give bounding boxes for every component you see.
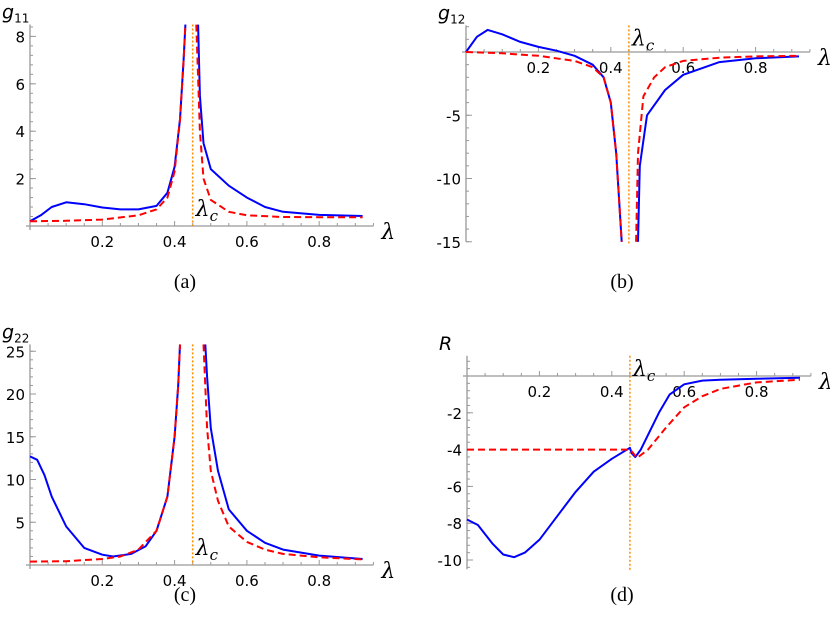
critical-label-main: λ	[195, 536, 210, 561]
y-tick-label: 15	[6, 429, 25, 447]
solid-series-line	[197, 24, 363, 217]
x-tick-label: 0.8	[744, 59, 768, 77]
x-axis-label: λ	[380, 559, 395, 584]
x-tick-label: 0.2	[526, 59, 550, 77]
y-tick-label: 8	[15, 28, 25, 46]
panel-label: (d)	[610, 584, 633, 606]
x-tick-label: 0.8	[745, 383, 769, 401]
x-tick-label: 0.4	[600, 383, 624, 401]
x-tick-label: 0.4	[599, 59, 623, 77]
y-axis-label-main: g	[438, 2, 450, 24]
y-tick-label: 25	[6, 343, 25, 361]
y-tick-label: -10	[437, 171, 462, 189]
x-tick-label: 0.2	[527, 383, 551, 401]
dashed-series-line	[202, 344, 363, 561]
critical-label-main: λ	[632, 357, 647, 382]
panel-label: (c)	[174, 584, 196, 606]
y-axis-label: g12	[438, 2, 465, 26]
y-tick-label: 5	[15, 514, 25, 532]
y-tick-label: -15	[437, 234, 462, 252]
critical-label-sub: c	[646, 36, 655, 54]
panel-label: (a)	[174, 271, 196, 293]
y-axis-label-main: g	[2, 321, 14, 343]
critical-label-main: λ	[631, 26, 646, 51]
x-tick-label: 0.2	[90, 233, 114, 251]
solid-series-line	[466, 376, 801, 559]
dashed-series-line	[465, 51, 623, 242]
critical-label-sub: c	[210, 546, 219, 564]
y-tick-label: 6	[15, 76, 25, 94]
y-axis-label: g22	[2, 321, 29, 345]
y-axis-label-sub: 22	[14, 331, 29, 345]
y-tick-label: 10	[6, 472, 25, 490]
x-tick-label: 0.6	[672, 383, 696, 401]
critical-label-main: λ	[195, 197, 210, 222]
dashed-series-line	[195, 24, 363, 219]
solid-series-line	[29, 344, 181, 558]
y-tick-label: -4	[447, 442, 462, 460]
y-axis-label: R	[439, 333, 452, 355]
x-axis-label: λ	[817, 46, 830, 71]
panel-b: -5-10-150.20.40.60.8g12λλc(b)	[437, 2, 830, 293]
panel-d: -2-4-6-8-100.20.40.60.8Rλλc(d)	[438, 333, 830, 606]
solid-series-line	[637, 55, 800, 242]
y-tick-label: 4	[15, 123, 25, 141]
dashed-series-line	[635, 54, 800, 242]
y-axis-label-main: R	[439, 333, 452, 355]
y-tick-label: -6	[447, 478, 462, 496]
x-tick-label: 0.6	[235, 233, 259, 251]
x-tick-label: 0.8	[307, 233, 331, 251]
panel-label: (b)	[610, 271, 633, 293]
x-axis-label: λ	[818, 370, 830, 395]
critical-label: λc	[195, 197, 219, 225]
y-axis-label-sub: 12	[450, 12, 465, 26]
dashed-series-line	[29, 24, 187, 223]
x-tick-label: 0.6	[235, 572, 259, 590]
y-tick-label: -10	[438, 552, 463, 570]
x-tick-label: 0.4	[163, 572, 187, 590]
critical-label-sub: c	[210, 207, 219, 225]
y-axis-label: g11	[2, 2, 29, 26]
y-tick-label: -5	[446, 107, 461, 125]
y-tick-label: 20	[6, 386, 25, 404]
dashed-series-line	[29, 344, 181, 563]
x-tick-label: 0.8	[307, 572, 331, 590]
x-axis-label: λ	[380, 220, 395, 245]
critical-label-sub: c	[647, 367, 656, 385]
critical-label: λc	[632, 357, 656, 385]
y-tick-label: 2	[15, 171, 25, 189]
x-tick-label: 0.4	[163, 233, 187, 251]
y-tick-label: -2	[447, 405, 462, 423]
solid-series-line	[29, 24, 187, 223]
x-tick-label: 0.2	[90, 572, 114, 590]
y-axis-label-main: g	[2, 2, 14, 24]
solid-series-line	[204, 344, 363, 560]
critical-label: λc	[195, 536, 219, 564]
y-axis-label-sub: 11	[14, 12, 29, 26]
critical-label: λc	[631, 26, 655, 54]
y-tick-label: -8	[447, 515, 462, 533]
